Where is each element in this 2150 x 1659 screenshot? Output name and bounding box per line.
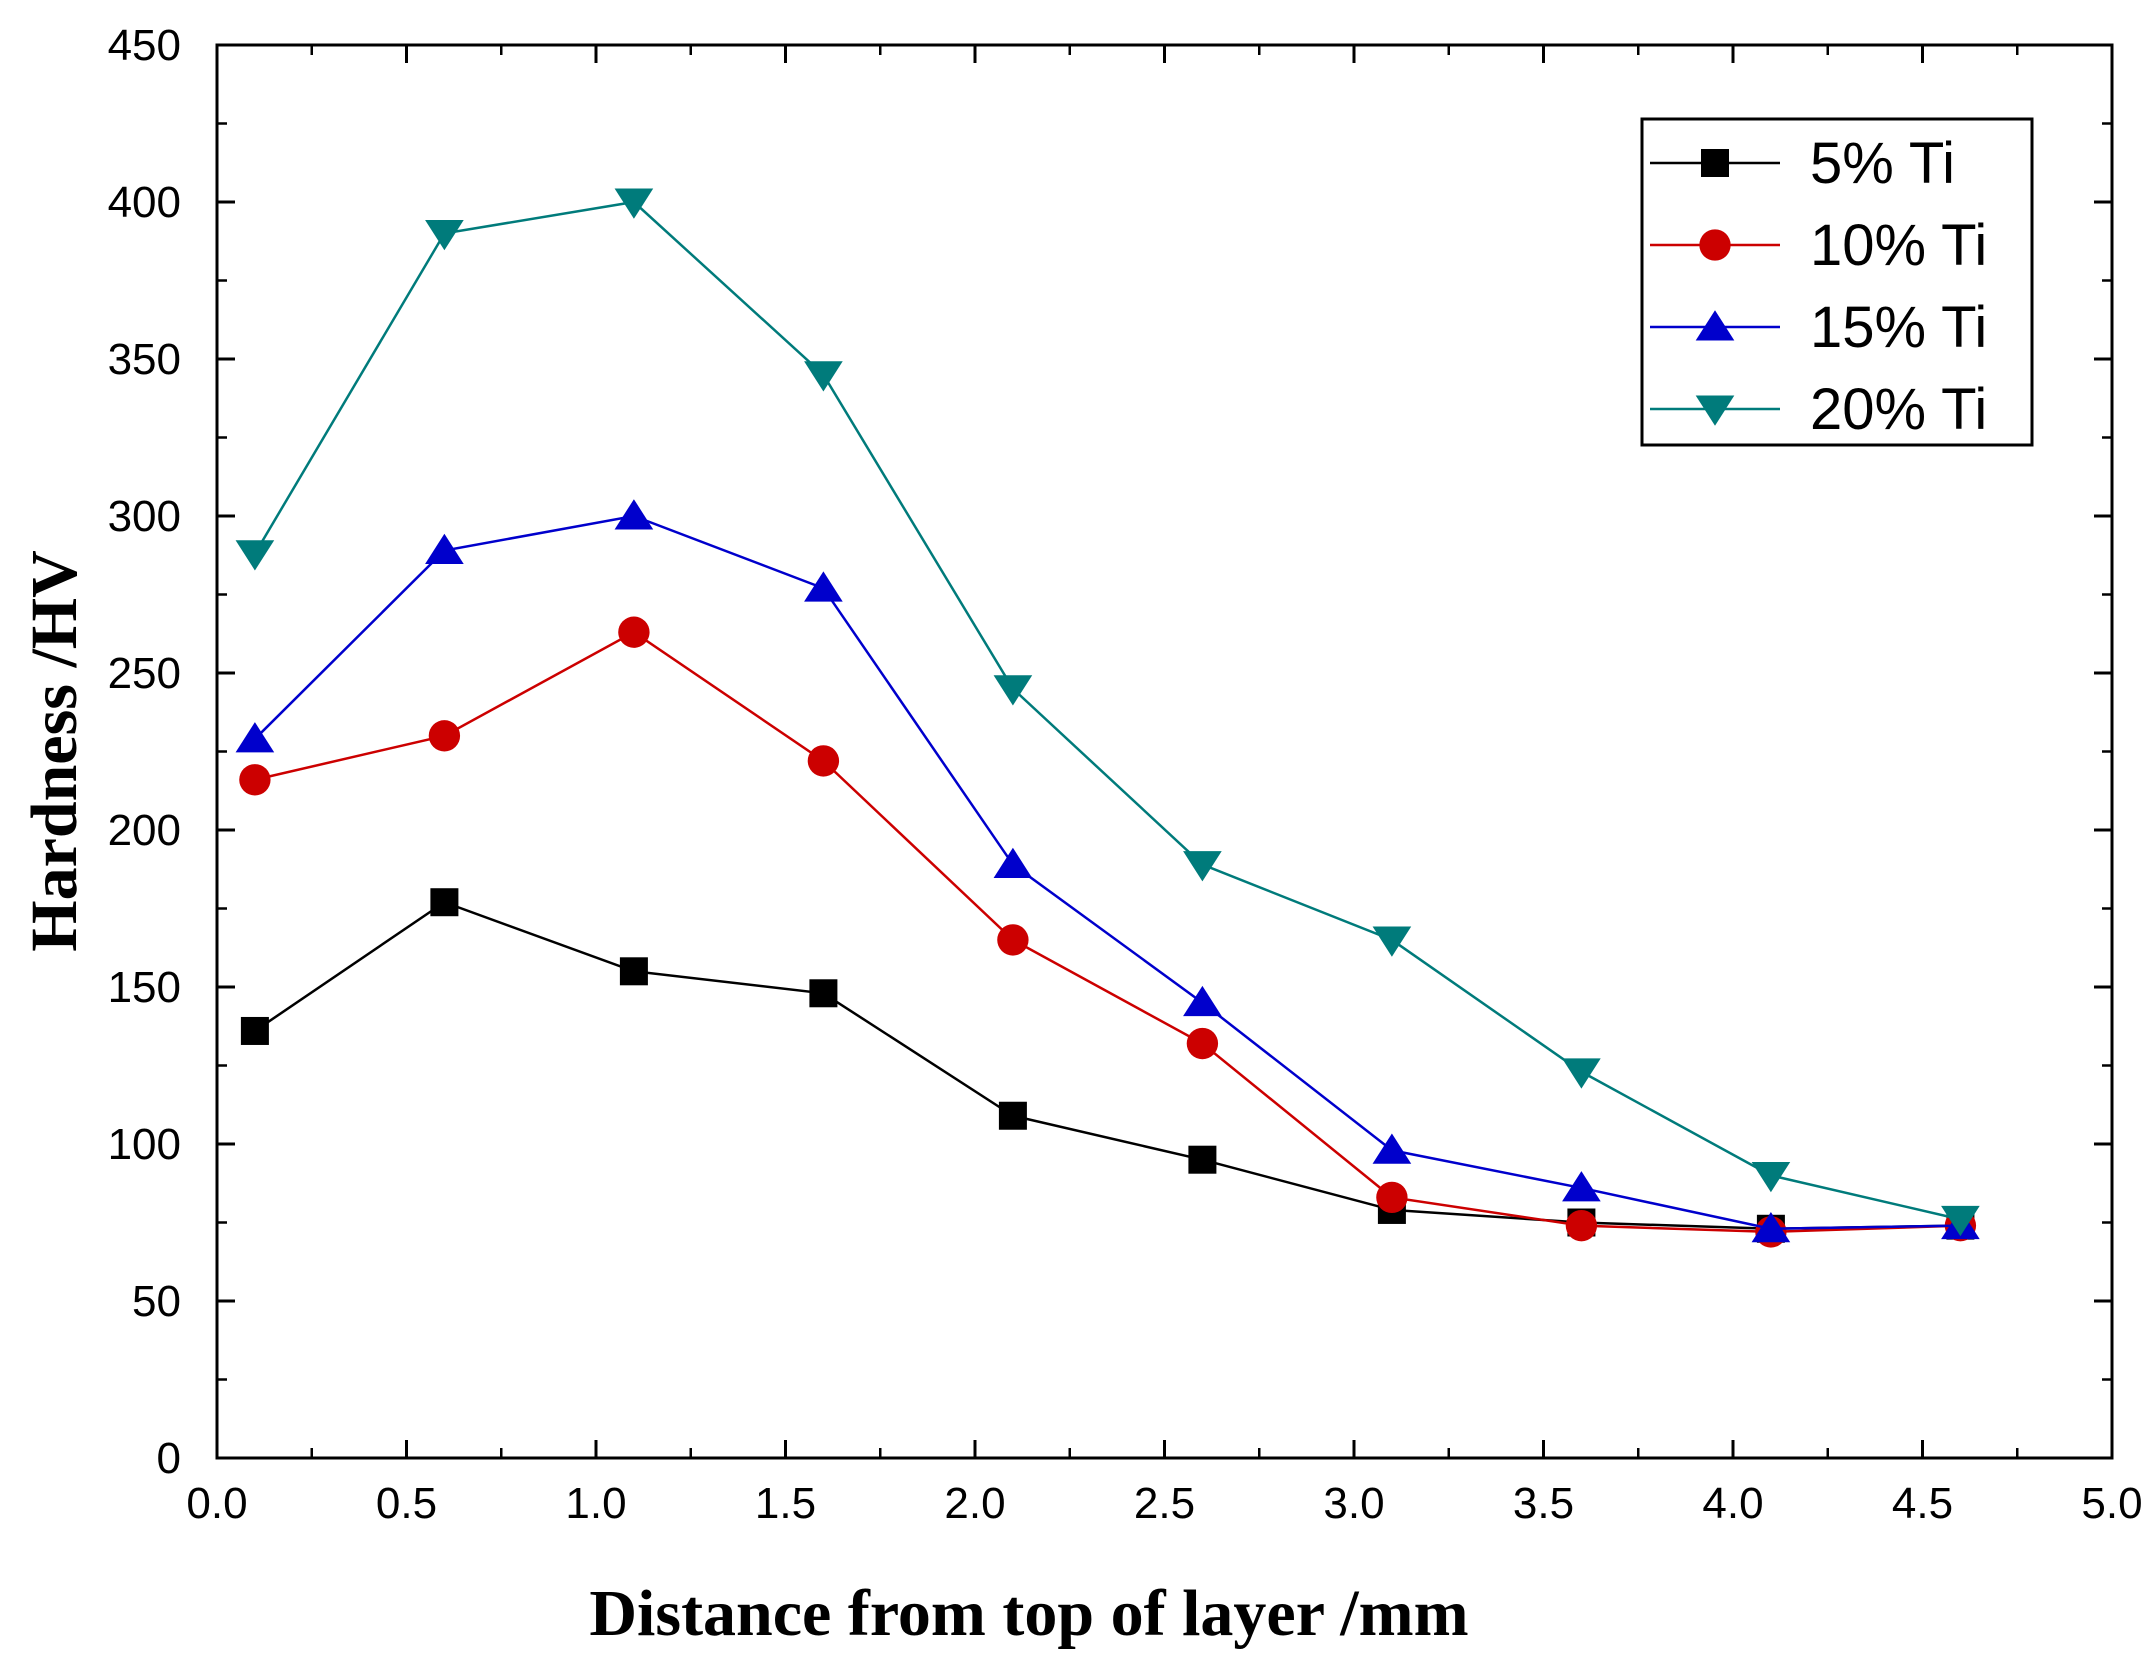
series-2 <box>239 616 1977 1248</box>
data-point <box>235 722 275 753</box>
legend-label: 15% Ti <box>1810 295 1987 360</box>
data-point <box>1183 985 1222 1017</box>
data-point <box>428 720 461 752</box>
data-point <box>1376 1181 1408 1214</box>
x-tick-label: 5.0 <box>2081 1479 2142 1528</box>
x-tick-label: 2.5 <box>1134 1479 1195 1528</box>
x-tick-label: 3.0 <box>1323 1479 1384 1528</box>
y-tick-label: 50 <box>132 1277 181 1326</box>
data-point <box>235 540 275 571</box>
data-point <box>1941 1205 1980 1237</box>
legend-label: 20% Ti <box>1810 377 1987 442</box>
data-point <box>1183 851 1222 882</box>
legend-label: 10% Ti <box>1810 213 1987 278</box>
y-tick-label: 400 <box>108 178 181 227</box>
data-point <box>1562 1058 1601 1089</box>
x-tick-label: 1.0 <box>565 1479 626 1528</box>
y-tick-label: 150 <box>108 963 181 1012</box>
series-line <box>254 630 1961 1234</box>
legend-label: 5% Ti <box>1810 131 1955 196</box>
data-point <box>804 571 843 602</box>
y-tick-label: 350 <box>108 335 181 384</box>
data-point <box>614 499 654 530</box>
x-tick-label: 4.0 <box>1702 1479 1763 1528</box>
x-axis-title: Distance from top of layer /mm <box>589 1577 1468 1650</box>
y-axis-title: Hardness /HV <box>18 550 91 952</box>
data-point <box>240 1016 269 1045</box>
series-1 <box>240 888 1975 1243</box>
data-point <box>1372 926 1412 957</box>
data-point <box>619 957 648 986</box>
data-point <box>1562 1171 1601 1202</box>
y-axis-ticks: 0 50 100 150 200 250 300 350 400 450 <box>108 21 2112 1483</box>
data-point <box>425 219 464 251</box>
y-tick-label: 450 <box>108 21 181 70</box>
series-line <box>254 514 1961 1231</box>
data-point <box>430 888 459 917</box>
data-point <box>1372 1133 1412 1164</box>
y-tick-label: 100 <box>108 1120 181 1169</box>
y-tick-label: 200 <box>108 806 181 855</box>
data-point <box>809 979 838 1008</box>
data-point <box>1751 1161 1791 1193</box>
x-tick-label: 0.0 <box>186 1479 247 1528</box>
data-point <box>1188 1145 1217 1174</box>
x-tick-label: 1.5 <box>755 1479 816 1528</box>
data-point <box>239 764 271 796</box>
legend: 5% Ti 10% Ti 15% Ti 20% Ti <box>1640 117 2034 447</box>
legend-marker <box>1699 229 1731 261</box>
data-point <box>998 1101 1027 1130</box>
y-tick-label: 250 <box>108 649 181 698</box>
series-line <box>254 900 1961 1231</box>
data-point <box>807 745 840 777</box>
series-layer <box>235 188 1980 1248</box>
data-point <box>804 361 843 392</box>
x-axis-ticks: 0.0 0.5 1.0 1.5 2.0 2.5 3.0 3.5 4.0 4.5 5.0 <box>186 45 2143 1528</box>
x-tick-label: 0.5 <box>376 1479 437 1528</box>
legend-marker <box>1701 149 1729 177</box>
y-tick-label: 300 <box>108 492 181 541</box>
data-point <box>1751 1211 1791 1243</box>
series-3 <box>235 499 1980 1243</box>
legend-marker <box>1695 310 1735 341</box>
data-point <box>1186 1027 1219 1060</box>
data-point <box>614 188 654 219</box>
data-point <box>993 675 1033 706</box>
data-point <box>997 924 1029 956</box>
series-line <box>253 200 1961 1221</box>
x-tick-label: 4.5 <box>1892 1479 1953 1528</box>
data-point <box>618 616 650 648</box>
x-tick-label: 2.0 <box>944 1479 1005 1528</box>
data-point <box>993 847 1033 878</box>
series-4 <box>235 188 1980 1237</box>
data-point <box>1565 1209 1598 1242</box>
legend-marker <box>1695 395 1735 426</box>
data-point <box>425 533 464 564</box>
x-tick-label: 3.5 <box>1513 1479 1574 1528</box>
y-tick-label: 0 <box>157 1434 181 1483</box>
